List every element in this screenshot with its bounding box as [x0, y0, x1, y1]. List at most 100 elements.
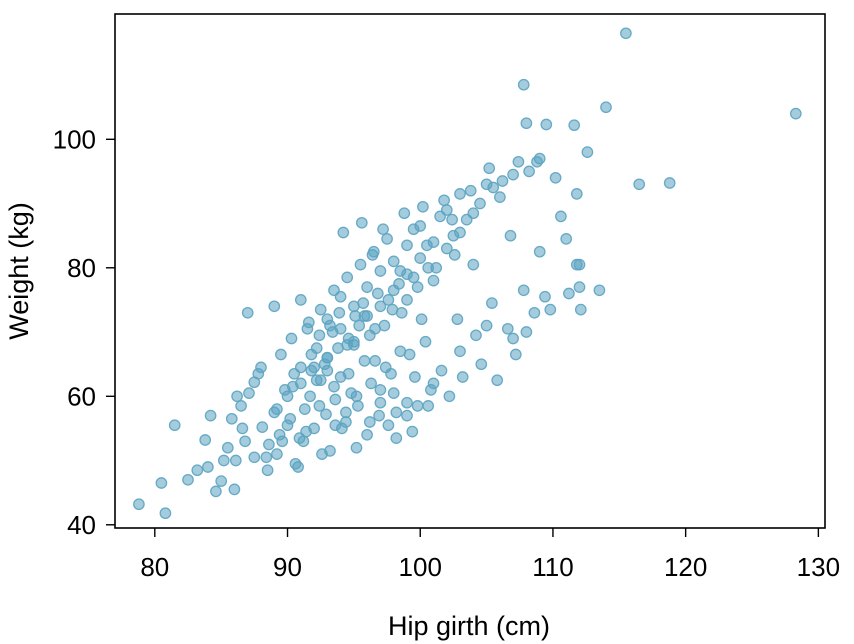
- data-point: [297, 435, 310, 448]
- data-point: [414, 252, 427, 264]
- data-point: [236, 422, 249, 435]
- y-tick-label: 40: [67, 510, 96, 540]
- data-point: [305, 348, 318, 361]
- data-point: [454, 188, 466, 200]
- data-point: [334, 290, 347, 303]
- data-point: [394, 265, 407, 277]
- data-point: [387, 284, 400, 297]
- data-point: [415, 313, 428, 326]
- data-point: [531, 155, 543, 168]
- data-point: [256, 421, 269, 433]
- data-point: [285, 332, 298, 345]
- data-point: [520, 117, 533, 130]
- data-point: [353, 319, 366, 332]
- data-point: [382, 294, 395, 306]
- data-point: [480, 319, 493, 332]
- data-point: [570, 258, 583, 271]
- data-point: [235, 400, 247, 412]
- data-point: [276, 435, 289, 448]
- data-point: [520, 326, 533, 338]
- x-axis: 80 90 100 110 120 130: [140, 528, 840, 582]
- data-point: [447, 229, 460, 242]
- data-point: [361, 281, 373, 293]
- data-point: [352, 400, 364, 412]
- data-point: [321, 351, 334, 364]
- data-point: [231, 390, 243, 403]
- data-point: [369, 322, 381, 335]
- data-point: [239, 435, 251, 448]
- data-point: [440, 204, 453, 216]
- data-point: [341, 271, 354, 284]
- data-point: [271, 448, 283, 460]
- data-point: [401, 409, 413, 422]
- data-point: [320, 408, 332, 421]
- y-tick-label: 100: [53, 124, 96, 154]
- data-point: [182, 473, 194, 486]
- data-point: [337, 226, 350, 239]
- data-point: [381, 233, 393, 245]
- data-point: [275, 348, 287, 361]
- data-point: [310, 374, 323, 387]
- data-point: [422, 400, 435, 412]
- data-point: [454, 345, 466, 358]
- data-point: [663, 177, 676, 189]
- data-point: [374, 384, 387, 396]
- data-point: [464, 184, 477, 197]
- data-point: [294, 294, 307, 306]
- data-point: [560, 233, 573, 245]
- data-point: [563, 287, 575, 300]
- data-point: [243, 387, 255, 399]
- data-point: [430, 261, 443, 274]
- data-point: [340, 406, 352, 419]
- data-point: [581, 146, 594, 158]
- data-point: [342, 367, 355, 380]
- data-point: [271, 403, 283, 415]
- data-point: [210, 485, 222, 498]
- data-point: [456, 371, 469, 383]
- data-point: [573, 281, 586, 293]
- data-point: [358, 355, 371, 367]
- data-point: [411, 400, 424, 412]
- data-point: [403, 348, 416, 361]
- data-point: [509, 348, 522, 361]
- data-point: [555, 210, 567, 223]
- data-point: [202, 461, 214, 473]
- data-point: [329, 419, 342, 432]
- data-point: [252, 367, 265, 380]
- data-point: [440, 242, 453, 255]
- data-point: [443, 390, 456, 403]
- data-point: [355, 216, 368, 229]
- data-point: [333, 306, 346, 319]
- data-point: [517, 284, 530, 297]
- data-point: [411, 281, 424, 293]
- data-point: [523, 165, 535, 178]
- data-point: [549, 171, 562, 184]
- x-tick-label: 100: [399, 552, 442, 582]
- data-point: [395, 306, 408, 319]
- x-tick-label: 120: [664, 552, 707, 582]
- data-point: [159, 507, 172, 520]
- data-point: [304, 390, 316, 403]
- data-point: [263, 438, 275, 451]
- data-point: [374, 300, 387, 313]
- data-point: [570, 188, 583, 200]
- data-point: [298, 403, 311, 415]
- data-point: [363, 416, 376, 428]
- data-point: [427, 274, 440, 287]
- data-point: [475, 358, 488, 371]
- data-point: [507, 168, 519, 181]
- data-point: [374, 396, 387, 409]
- data-point: [168, 419, 181, 432]
- data-point: [401, 239, 413, 252]
- x-tick-label: 80: [140, 552, 169, 582]
- data-point: [366, 249, 379, 261]
- data-point: [369, 355, 381, 367]
- data-point: [474, 197, 486, 210]
- data-point: [241, 306, 254, 319]
- data-point: [281, 390, 294, 403]
- data-point: [248, 451, 261, 464]
- data-point: [354, 258, 367, 271]
- data-point: [199, 434, 212, 446]
- data-point: [358, 310, 371, 322]
